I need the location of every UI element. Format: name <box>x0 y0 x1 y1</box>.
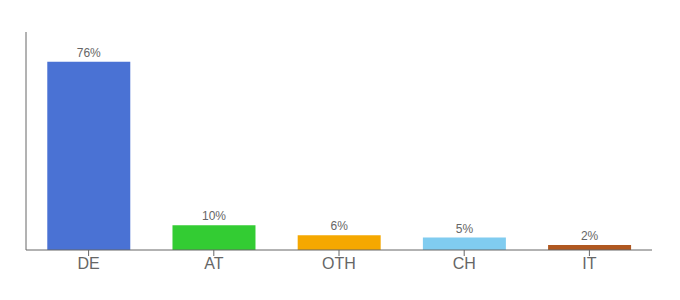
svg-text:6%: 6% <box>331 219 349 233</box>
svg-text:10%: 10% <box>202 209 226 223</box>
svg-text:CH: CH <box>453 255 476 272</box>
svg-text:DE: DE <box>77 255 99 272</box>
svg-text:2%: 2% <box>581 229 599 243</box>
svg-text:IT: IT <box>582 255 596 272</box>
svg-text:AT: AT <box>204 255 223 272</box>
svg-text:5%: 5% <box>456 222 474 236</box>
svg-text:OTH: OTH <box>322 255 356 272</box>
svg-text:76%: 76% <box>77 46 101 60</box>
